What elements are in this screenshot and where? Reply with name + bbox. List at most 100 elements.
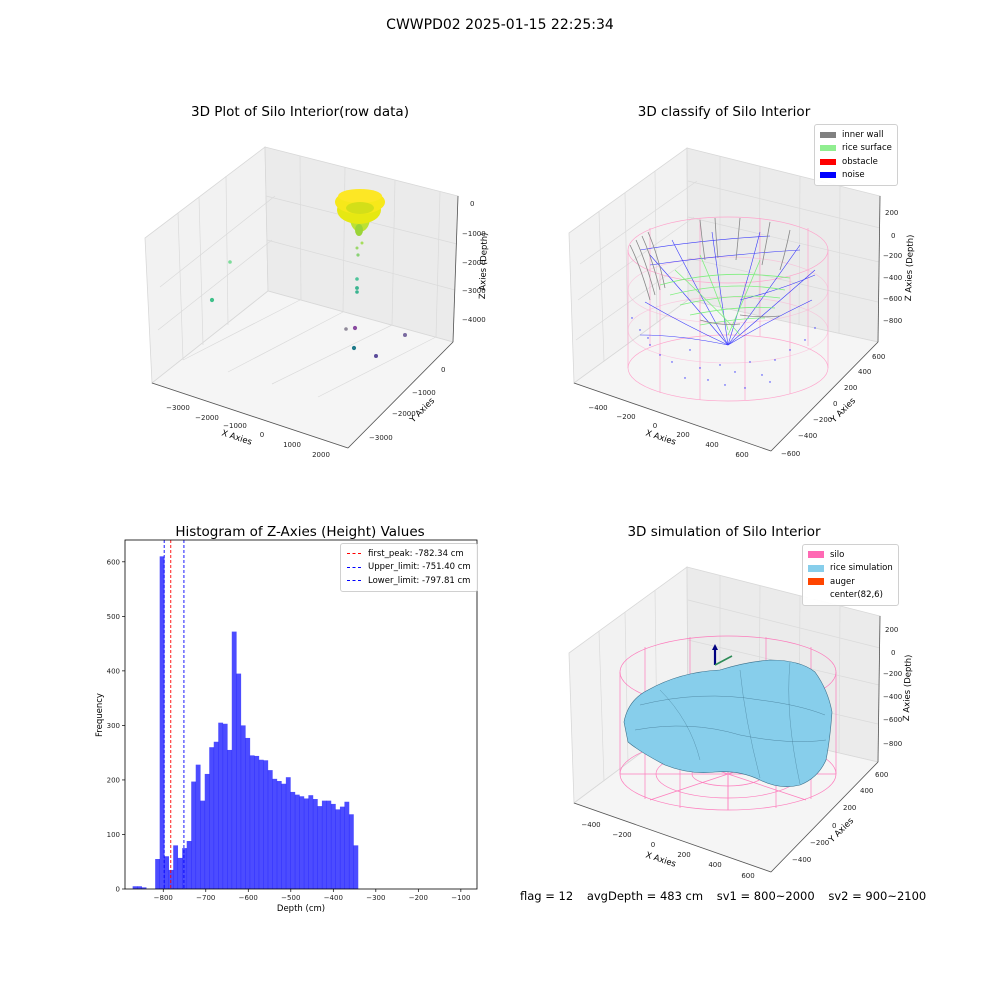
histogram-bar: [281, 783, 287, 889]
raw-axes: [151, 195, 459, 449]
raw-y-ticks: 0 −1000 −2000 −3000: [369, 366, 445, 442]
raw-panes: [144, 146, 459, 449]
histogram-bar: [132, 886, 138, 889]
simulation-xtick: 200: [677, 851, 690, 859]
classify-ztick: −600: [883, 295, 902, 303]
legend-entry-inner-wall: inner wall: [820, 128, 892, 142]
histogram-bar: [348, 814, 354, 889]
legend-label: inner wall: [842, 129, 884, 140]
histogram-title: Histogram of Z-Axies (Height) Values: [175, 524, 425, 540]
x-tick-label: −100: [451, 894, 470, 902]
histogram-bar: [245, 737, 251, 889]
figure-title: CWWPD02 2025-01-15 22:25:34: [386, 17, 614, 33]
histogram-bar: [141, 887, 147, 889]
histogram-bar: [276, 781, 282, 889]
raw-xtick: −2000: [195, 414, 219, 422]
raw-3d-plot: −3000 −2000 −1000 0 1000 2000 0 −1000 −2…: [144, 146, 490, 459]
histogram-reference-lines: [163, 540, 185, 889]
raw-xtick: −1000: [223, 422, 247, 430]
legend-entry-auger: auger: [808, 575, 893, 589]
simulation-3d-plot: −400 −200 0 200 400 600 600 400 200 0 −2…: [568, 566, 914, 880]
histogram-bar: [209, 747, 215, 889]
legend-label: rice surface: [842, 143, 892, 154]
histogram-bar: [249, 755, 255, 889]
raw-xtick: 1000: [283, 441, 301, 449]
raw-xtick: 0: [260, 431, 264, 439]
raw-ztick: −4000: [462, 316, 486, 324]
raw-x-ticks: −3000 −2000 −1000 0 1000 2000: [166, 404, 330, 459]
histogram-bar: [263, 760, 269, 889]
legend-entry-rice-simulation: rice simulation: [808, 562, 893, 576]
classify-ztick: −800: [883, 317, 902, 325]
simulation-x-label: X Axies: [644, 850, 677, 869]
legend-label: first_peak: -782.34 cm: [368, 548, 464, 559]
classify-ytick: 600: [872, 353, 885, 361]
histogram-bar: [155, 859, 160, 889]
classify-rice-surface: [659, 254, 791, 336]
legend-entry-upper-limit: Upper_limit: -751.40 cm: [347, 561, 471, 575]
legend-label: obstacle: [842, 156, 878, 167]
raw-ytick: −2000: [392, 410, 416, 418]
x-tick-label: −400: [324, 894, 343, 902]
legend-label: silo: [830, 549, 845, 560]
y-tick-label: 600: [107, 558, 120, 566]
simulation-xtick: −200: [612, 831, 631, 839]
simulation-ytick: 400: [860, 787, 873, 795]
simulation-ytick: −200: [810, 839, 829, 847]
simulation-ytick: −400: [792, 856, 811, 864]
raw-z-ticks: 0 −1000 −2000 −3000 −4000: [462, 200, 486, 324]
histogram-bar: [236, 673, 242, 889]
histogram-chart: −800 −700 −600 −500 −400 −300 −200 −100 0 100 200…: [95, 539, 478, 914]
legend-entry-silo: silo: [808, 548, 893, 562]
histogram-frame: [124, 539, 478, 890]
simulation-xtick: 600: [741, 872, 754, 880]
histogram-bar: [240, 725, 246, 889]
histogram-bar: [168, 869, 174, 889]
histogram-bar: [213, 741, 219, 889]
y-tick-label: 400: [107, 667, 120, 675]
legend-label: Lower_limit: -797.81 cm: [368, 575, 471, 586]
histogram-bar: [353, 845, 359, 889]
avg-depth-value: avgDepth = 483 cm: [586, 889, 704, 903]
classify-z-label: Z Axies (Depth): [904, 234, 916, 301]
histogram-bar: [222, 723, 228, 889]
classify-3d-plot: −400 −200 0 200 400 600 600 400 200 0 −2…: [568, 147, 916, 459]
raw-z-label: Z Axies (Depth): [478, 232, 490, 299]
simulation-y-label: Y Axies: [826, 816, 856, 846]
histogram-bar: [173, 845, 179, 889]
raw-xtick: −3000: [166, 404, 190, 412]
raw-rice-cloud: [335, 189, 385, 236]
x-tick-label: −300: [366, 894, 385, 902]
classify-noise-dots: [631, 317, 816, 389]
raw-points: [209, 241, 407, 358]
raw-x-label: X Axies: [220, 428, 253, 447]
histogram-y-label: Frequency: [95, 693, 105, 737]
simulation-axes: [573, 615, 881, 873]
histogram-bar: [164, 856, 170, 889]
sv2-value: sv2 = 900~2100: [828, 889, 927, 903]
histogram-bars: [132, 556, 359, 889]
x-tick-label: −600: [239, 894, 258, 902]
histogram-bar: [186, 841, 192, 889]
classify-silo-wire: [627, 216, 829, 402]
simulation-ztick: −400: [883, 693, 902, 701]
x-tick-label: −500: [281, 894, 300, 902]
simulation-z-label: Z Axies (Depth): [902, 654, 914, 721]
classify-legend: inner wall rice surface obstacle noise: [814, 124, 898, 186]
histogram-bar: [182, 848, 188, 889]
legend-label: auger: [830, 576, 855, 587]
classify-xtick: 400: [705, 441, 718, 449]
classify-ztick: −200: [883, 252, 902, 260]
simulation-xtick: −400: [581, 821, 600, 829]
simulation-ztick: 200: [885, 626, 898, 634]
raw-plot-title: 3D Plot of Silo Interior(row data): [191, 104, 409, 120]
classify-ytick: 0: [833, 400, 837, 408]
raw-ytick: −1000: [412, 389, 436, 397]
y-tick-label: 300: [107, 722, 120, 730]
classify-ztick: 0: [891, 232, 895, 240]
raw-ztick: −2000: [462, 259, 486, 267]
legend-label: center(82,6): [830, 590, 883, 601]
histogram-bar: [317, 806, 323, 889]
raw-ztick: −1000: [462, 230, 486, 238]
histogram-bar: [344, 801, 350, 889]
